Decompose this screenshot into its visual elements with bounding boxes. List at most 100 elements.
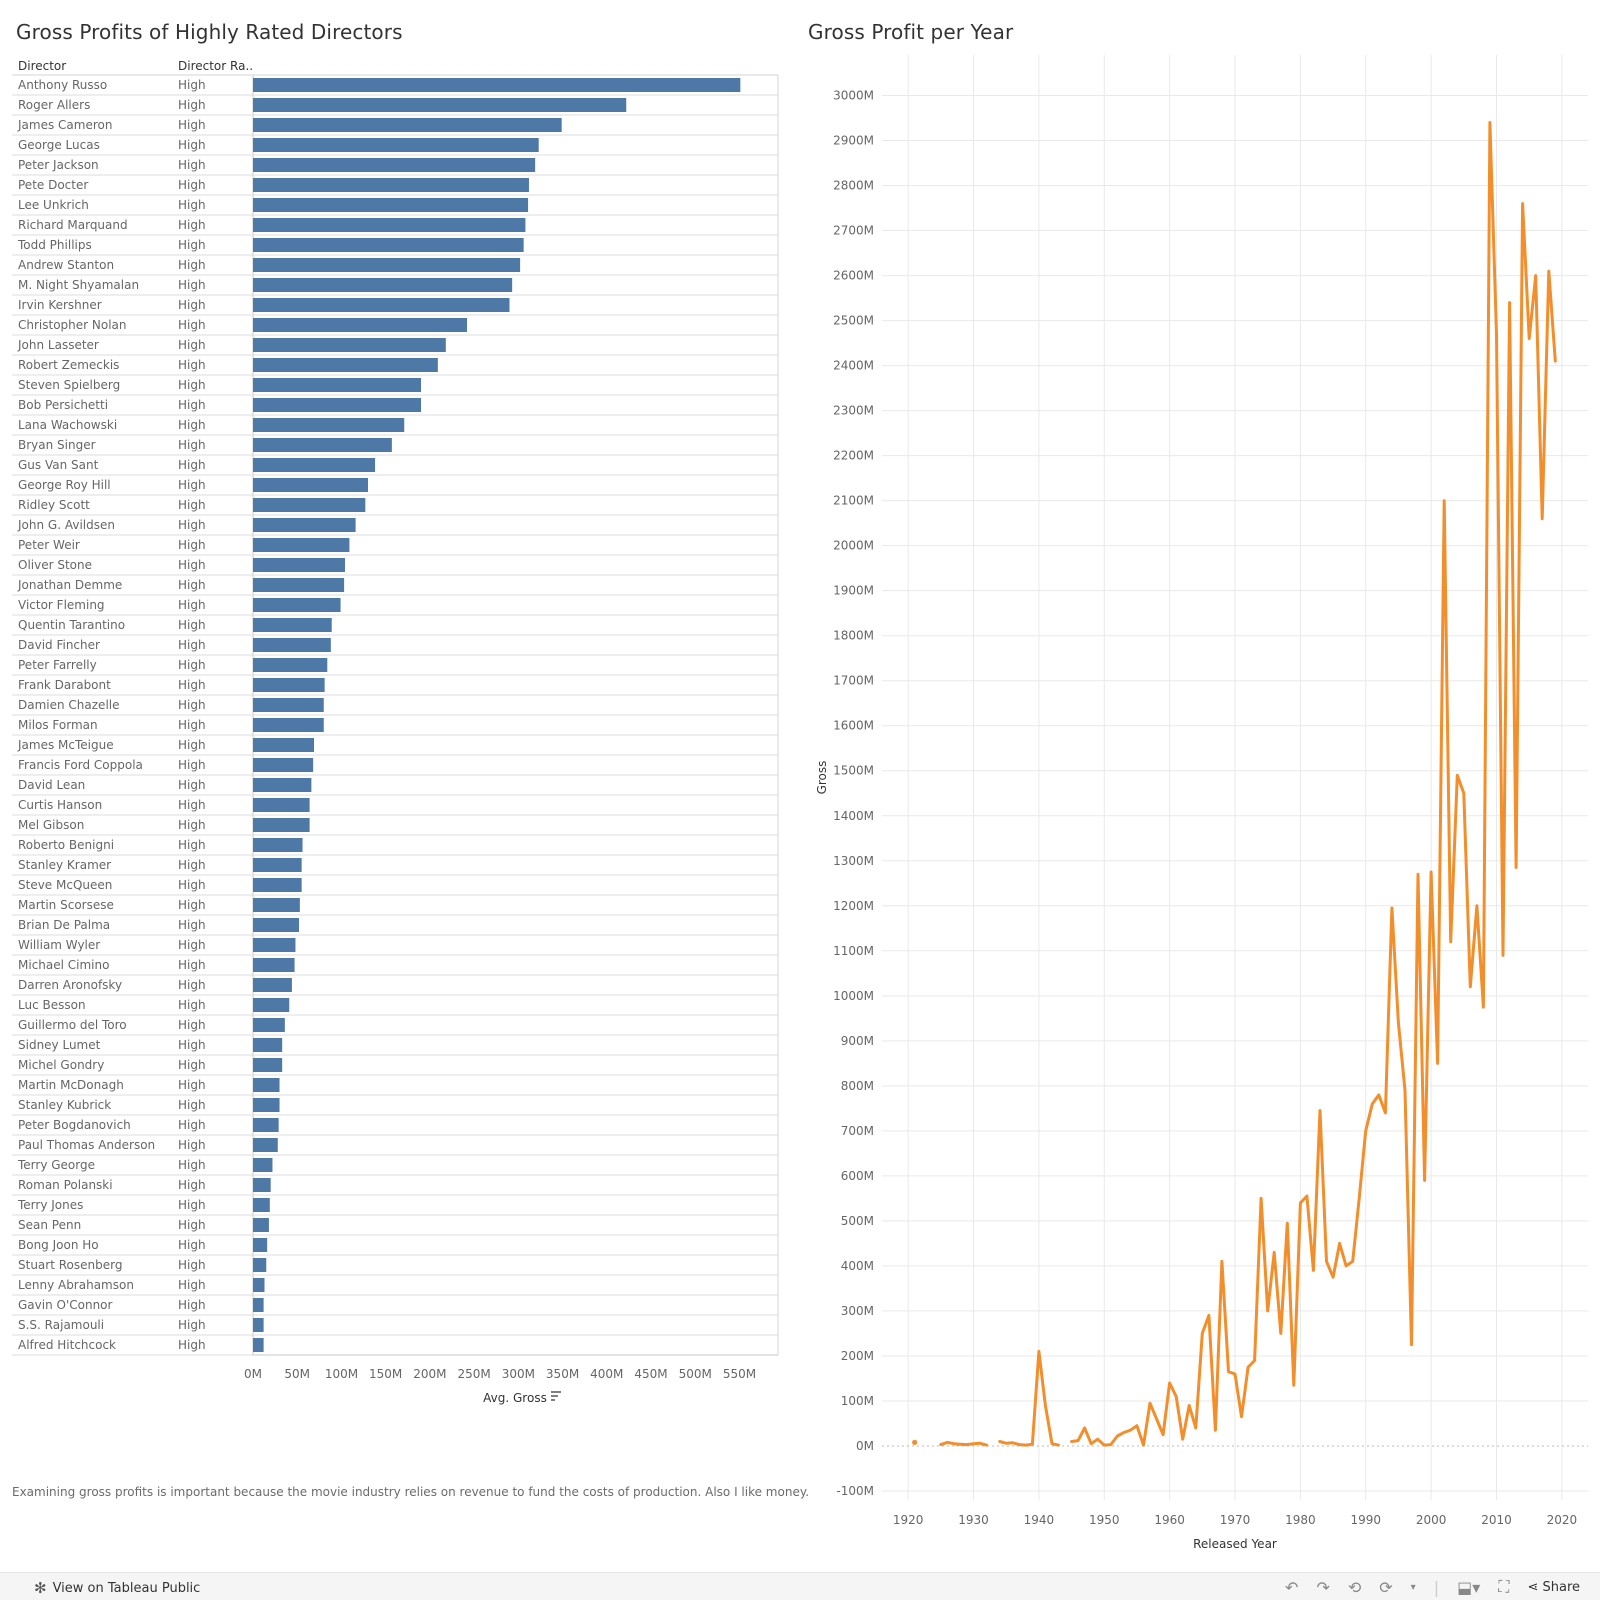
bar[interactable]: [253, 1218, 269, 1232]
rating-label[interactable]: High: [178, 418, 206, 432]
rating-label[interactable]: High: [178, 898, 206, 912]
bar[interactable]: [253, 158, 536, 172]
bar[interactable]: [253, 1078, 280, 1092]
rating-label[interactable]: High: [178, 618, 206, 632]
director-label[interactable]: Pete Docter: [18, 178, 88, 192]
director-label[interactable]: Irvin Kershner: [18, 298, 102, 312]
director-label[interactable]: Quentin Tarantino: [18, 618, 125, 632]
director-label[interactable]: M. Night Shyamalan: [18, 278, 139, 292]
rating-label[interactable]: High: [178, 1258, 206, 1272]
bar[interactable]: [253, 618, 332, 632]
dropdown-arrow-icon[interactable]: ▾: [1410, 1581, 1416, 1593]
director-label[interactable]: Frank Darabont: [18, 678, 111, 692]
bar[interactable]: [253, 218, 526, 232]
director-label[interactable]: Terry Jones: [17, 1198, 83, 1212]
director-label[interactable]: William Wyler: [18, 938, 100, 952]
director-label[interactable]: Francis Ford Coppola: [18, 758, 143, 772]
column-header-director[interactable]: Director: [18, 59, 67, 73]
bar[interactable]: [253, 758, 314, 772]
rating-label[interactable]: High: [178, 458, 206, 472]
director-label[interactable]: Damien Chazelle: [18, 698, 120, 712]
director-label[interactable]: Stanley Kubrick: [18, 1098, 111, 1112]
bar[interactable]: [253, 438, 392, 452]
director-label[interactable]: Terry George: [17, 1158, 95, 1172]
bar[interactable]: [253, 498, 366, 512]
rating-label[interactable]: High: [178, 938, 206, 952]
bar[interactable]: [253, 1318, 264, 1332]
rating-label[interactable]: High: [178, 958, 206, 972]
director-label[interactable]: Christopher Nolan: [18, 318, 127, 332]
rating-label[interactable]: High: [178, 358, 206, 372]
bar[interactable]: [253, 1338, 264, 1352]
bar[interactable]: [253, 118, 562, 132]
director-label[interactable]: Gus Van Sant: [18, 458, 99, 472]
bar[interactable]: [253, 198, 529, 212]
rating-label[interactable]: High: [178, 858, 206, 872]
rating-label[interactable]: High: [178, 558, 206, 572]
bar[interactable]: [253, 798, 310, 812]
bar[interactable]: [253, 478, 368, 492]
director-label[interactable]: David Fincher: [18, 638, 100, 652]
rating-label[interactable]: High: [178, 1338, 206, 1352]
director-label[interactable]: Bong Joon Ho: [18, 1238, 99, 1252]
director-label[interactable]: Roger Allers: [18, 98, 90, 112]
director-label[interactable]: Roberto Benigni: [18, 838, 114, 852]
bar[interactable]: [253, 818, 310, 832]
director-label[interactable]: Jonathan Demme: [17, 578, 122, 592]
bar[interactable]: [253, 718, 324, 732]
bar[interactable]: [253, 1178, 271, 1192]
director-label[interactable]: James Cameron: [17, 118, 112, 132]
director-bar-chart[interactable]: Anthony Russo High Roger Allers High James C…: [0, 0, 790, 1420]
revert-icon[interactable]: ⟲: [1347, 1577, 1362, 1597]
bar[interactable]: [253, 698, 324, 712]
director-label[interactable]: Peter Farrelly: [18, 658, 97, 672]
bar[interactable]: [253, 1118, 279, 1132]
bar[interactable]: [253, 278, 513, 292]
bar[interactable]: [253, 238, 524, 252]
director-label[interactable]: Stanley Kramer: [18, 858, 111, 872]
bar[interactable]: [253, 858, 302, 872]
view-on-tableau-link[interactable]: ✻ View on Tableau Public: [34, 1579, 200, 1597]
rating-label[interactable]: High: [178, 258, 206, 272]
bar[interactable]: [253, 578, 345, 592]
director-label[interactable]: Sean Penn: [18, 1218, 81, 1232]
rating-label[interactable]: High: [178, 1298, 206, 1312]
rating-label[interactable]: High: [178, 1098, 206, 1112]
rating-label[interactable]: High: [178, 578, 206, 592]
undo-icon[interactable]: ↶: [1285, 1577, 1299, 1597]
director-label[interactable]: Paul Thomas Anderson: [18, 1138, 155, 1152]
rating-label[interactable]: High: [178, 118, 206, 132]
bar[interactable]: [253, 958, 295, 972]
rating-label[interactable]: High: [178, 538, 206, 552]
director-label[interactable]: Bryan Singer: [18, 438, 96, 452]
director-label[interactable]: David Lean: [18, 778, 85, 792]
rating-label[interactable]: High: [178, 678, 206, 692]
rating-label[interactable]: High: [178, 438, 206, 452]
rating-label[interactable]: High: [178, 198, 206, 212]
rating-label[interactable]: High: [178, 718, 206, 732]
director-label[interactable]: Curtis Hanson: [18, 798, 102, 812]
rating-label[interactable]: High: [178, 298, 206, 312]
director-label[interactable]: Lenny Abrahamson: [18, 1278, 134, 1292]
director-label[interactable]: Bob Persichetti: [18, 398, 108, 412]
bar[interactable]: [253, 638, 331, 652]
director-label[interactable]: George Lucas: [18, 138, 100, 152]
bar[interactable]: [253, 1278, 265, 1292]
bar[interactable]: [253, 878, 302, 892]
rating-label[interactable]: High: [178, 178, 206, 192]
rating-label[interactable]: High: [178, 1238, 206, 1252]
bar[interactable]: [253, 998, 290, 1012]
bar[interactable]: [253, 558, 345, 572]
column-header-director-rating[interactable]: Director Ra..: [178, 59, 254, 73]
rating-label[interactable]: High: [178, 698, 206, 712]
bar[interactable]: [253, 318, 468, 332]
bar[interactable]: [253, 898, 300, 912]
bar[interactable]: [253, 418, 405, 432]
bar[interactable]: [253, 978, 292, 992]
rating-label[interactable]: High: [178, 598, 206, 612]
director-label[interactable]: Roman Polanski: [18, 1178, 113, 1192]
bar[interactable]: [253, 678, 325, 692]
rating-label[interactable]: High: [178, 498, 206, 512]
director-label[interactable]: Andrew Stanton: [18, 258, 114, 272]
director-label[interactable]: Mel Gibson: [18, 818, 84, 832]
